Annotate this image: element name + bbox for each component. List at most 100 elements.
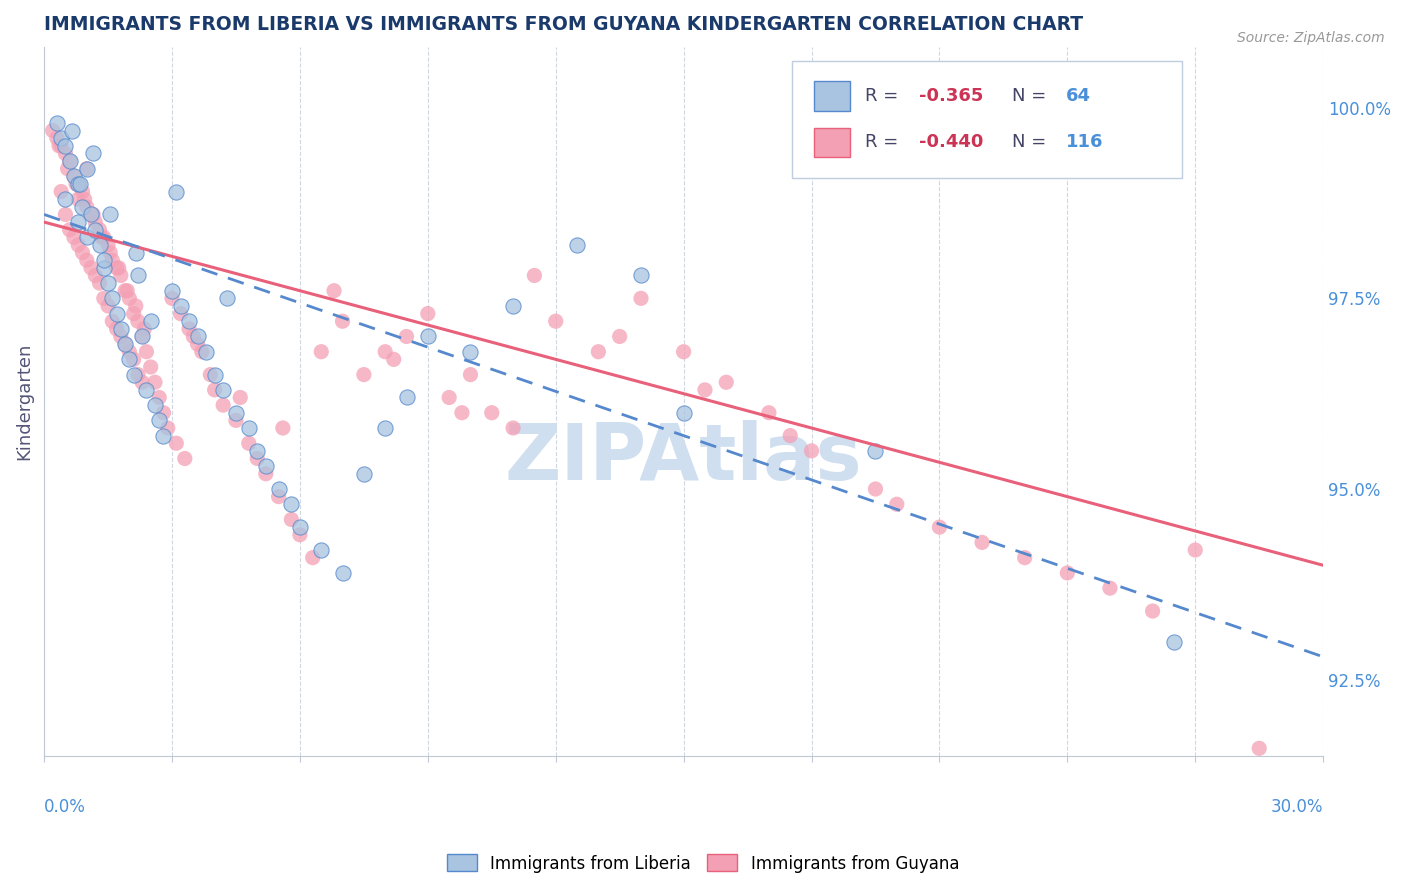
Text: 64: 64 <box>1066 87 1091 105</box>
Point <box>437 391 460 405</box>
Point <box>80 207 103 221</box>
Point <box>45 116 67 130</box>
Text: R =: R = <box>865 87 904 105</box>
Point <box>114 337 136 351</box>
Point <box>565 238 588 252</box>
Point <box>93 260 115 275</box>
Point <box>51 138 73 153</box>
Point <box>309 543 332 558</box>
Point <box>101 253 124 268</box>
Point <box>110 322 132 336</box>
Point <box>67 238 90 252</box>
Point <box>84 223 107 237</box>
Text: IMMIGRANTS FROM LIBERIA VS IMMIGRANTS FROM GUYANA KINDERGARTEN CORRELATION CHART: IMMIGRANTS FROM LIBERIA VS IMMIGRANTS FR… <box>44 15 1083 34</box>
Point <box>118 344 141 359</box>
Point <box>169 299 191 313</box>
Point <box>101 291 124 305</box>
Point <box>865 482 887 496</box>
Point <box>169 307 191 321</box>
Point <box>98 245 121 260</box>
Point <box>139 359 162 374</box>
Point <box>451 406 474 420</box>
Point <box>131 376 153 390</box>
Point <box>165 185 187 199</box>
Point <box>332 314 354 328</box>
Point <box>395 329 418 343</box>
Point <box>288 528 311 542</box>
Point <box>135 383 157 397</box>
Point <box>177 322 200 336</box>
Point <box>212 398 235 412</box>
Point <box>481 406 503 420</box>
Point <box>238 421 260 435</box>
Text: N =: N = <box>1012 87 1052 105</box>
Point <box>41 123 63 137</box>
Point <box>204 383 226 397</box>
Point <box>107 260 129 275</box>
Point <box>1098 581 1121 595</box>
Point <box>122 307 145 321</box>
Point <box>76 200 98 214</box>
Point <box>76 253 98 268</box>
Point <box>693 383 716 397</box>
Point <box>886 497 908 511</box>
Point <box>131 329 153 343</box>
Point <box>374 421 396 435</box>
Point <box>588 344 610 359</box>
Point <box>125 299 148 313</box>
Point <box>56 161 79 176</box>
Point <box>609 329 631 343</box>
Point <box>72 200 94 214</box>
Point <box>353 467 375 481</box>
Point <box>67 177 90 191</box>
Point <box>217 291 239 305</box>
Point <box>55 146 77 161</box>
Point <box>502 299 524 313</box>
Point <box>254 467 277 481</box>
Point <box>127 268 149 283</box>
Point <box>59 223 82 237</box>
Point <box>105 307 128 321</box>
Point <box>970 535 993 549</box>
Point <box>76 161 98 176</box>
Point <box>229 391 252 405</box>
Point <box>110 268 132 283</box>
Point <box>160 291 183 305</box>
Point <box>1184 543 1206 558</box>
Point <box>1163 634 1185 648</box>
Point <box>156 421 179 435</box>
Point <box>148 413 170 427</box>
Point <box>59 154 82 169</box>
Point <box>212 383 235 397</box>
Point <box>89 276 111 290</box>
Point <box>165 436 187 450</box>
Point <box>301 550 323 565</box>
Point <box>55 207 77 221</box>
Y-axis label: Kindergarten: Kindergarten <box>15 343 32 460</box>
Point <box>800 443 823 458</box>
Point <box>865 443 887 458</box>
Point <box>134 322 156 336</box>
Point <box>460 368 482 382</box>
Point <box>118 352 141 367</box>
Point <box>135 344 157 359</box>
Point <box>93 230 115 244</box>
Point <box>63 169 86 184</box>
Point <box>82 207 104 221</box>
Point <box>93 253 115 268</box>
Text: ZIPAtlas: ZIPAtlas <box>505 420 862 496</box>
Point <box>672 344 695 359</box>
Point <box>204 368 226 382</box>
FancyBboxPatch shape <box>814 81 849 112</box>
Point <box>65 177 87 191</box>
Point <box>72 185 94 199</box>
Point <box>758 406 780 420</box>
Point <box>59 154 82 169</box>
Point <box>55 138 77 153</box>
Text: Source: ZipAtlas.com: Source: ZipAtlas.com <box>1237 31 1385 45</box>
Point <box>67 177 90 191</box>
Point <box>1014 550 1036 565</box>
Point <box>238 436 260 450</box>
Point <box>48 138 70 153</box>
Point <box>97 299 120 313</box>
